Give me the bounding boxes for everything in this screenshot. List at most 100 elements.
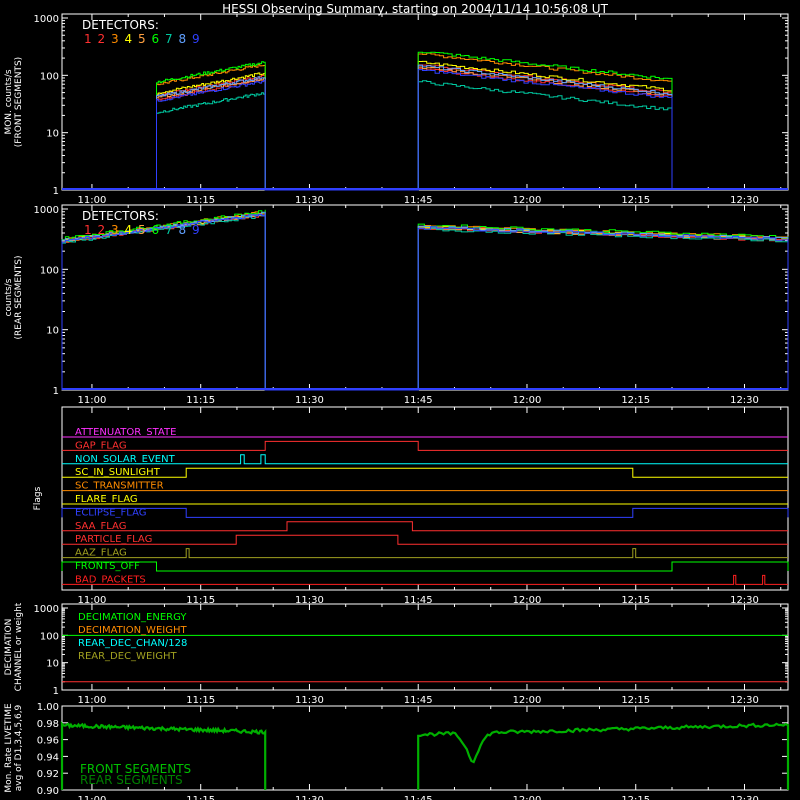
flag-fronts-off-line — [61, 561, 789, 572]
panel-4-ytick-label: 1.00 — [37, 702, 59, 713]
panel-4-ytick-label: 0.92 — [37, 769, 59, 780]
panel-0-legend-detector-3: 3 — [111, 32, 119, 46]
panel-0-legend-detector-9: 9 — [192, 32, 200, 46]
panel-0-xtick-label: 11:45 — [404, 195, 433, 206]
panel-1-legend-detector-6: 6 — [152, 223, 160, 237]
flag-eclipse-flag-line — [61, 507, 789, 518]
panel-1-legend-detector-4: 4 — [125, 223, 133, 237]
panel-1-xtick-label: 11:30 — [295, 395, 324, 406]
detector-4-series — [156, 60, 673, 191]
panel-4-xtick-label: 12:15 — [621, 795, 650, 800]
panel-1-legend-detector-2: 2 — [98, 223, 106, 237]
decimation-legend-3: REAR_DEC_WEIGHT — [78, 651, 177, 662]
flag-sc-in-sunlight-line — [62, 467, 788, 478]
panel-4-xtick-label: 12:00 — [513, 795, 542, 800]
panel-0-xtick-label: 12:00 — [513, 195, 542, 206]
panel-0-ytick-label: 100 — [40, 71, 59, 82]
panel-1-legend-detector-9: 9 — [192, 223, 200, 237]
flag-sc-transmitter-label: SC_TRANSMITTER — [75, 481, 164, 492]
panel-4-ylabel: avg of D1,3,4,5,6,9 — [14, 704, 24, 791]
panel-1-ytick-label: 10 — [46, 326, 59, 337]
panel-0-ylabel: (FRONT SEGMENTS) — [14, 57, 24, 147]
flag-saa-flag-line — [62, 521, 788, 532]
panel-4-ytick-label: 0.96 — [37, 736, 59, 747]
detector-2-series — [61, 215, 789, 391]
panel-4-xtick-label: 11:45 — [404, 795, 433, 800]
panel-3-ylabel: CHANNEL or weight — [14, 602, 24, 691]
panel-4-ytick-label: 0.90 — [37, 786, 59, 797]
panel-1-xtick-label: 11:00 — [78, 395, 107, 406]
panel-0-legend-detector-8: 8 — [179, 32, 187, 46]
panel-0-ytick-label: 1000 — [34, 14, 59, 25]
flag-attenuator-state-label: ATTENUATOR_STATE — [75, 427, 176, 438]
panel-3-ytick-label: 10 — [46, 659, 59, 670]
flag-non-solar-event-line — [62, 454, 788, 465]
panel-3-xtick-label: 11:00 — [78, 695, 107, 706]
livetime-segment-1 — [60, 720, 267, 790]
panel-3-xtick-label: 12:00 — [513, 695, 542, 706]
flag-particle-flag-label: PARTICLE_FLAG — [75, 534, 152, 545]
panel-0-legend-detector-6: 6 — [152, 32, 160, 46]
flag-fronts-off-label: FRONTS_OFF — [75, 561, 140, 572]
panel-4-xtick-label: 11:00 — [78, 795, 107, 800]
panel-0-xtick-label: 11:00 — [78, 195, 107, 206]
detector-9-series — [156, 69, 673, 191]
panel-1-legend-detector-3: 3 — [111, 223, 119, 237]
panel-4-ylabel: Mon. Rate LIVETIME — [4, 703, 14, 793]
panel-0-legend-detector-2: 2 — [98, 32, 106, 46]
panel-2-frame — [61, 406, 789, 591]
detector-1-series — [61, 212, 789, 391]
panel-4-xtick-label: 11:30 — [295, 795, 324, 800]
panel-3-xtick-label: 12:30 — [730, 695, 759, 706]
panel-0-legend-detector-1: 1 — [84, 32, 92, 46]
detector-8-series — [61, 211, 789, 391]
livetime-legend-0: FRONT SEGMENTS — [80, 762, 191, 776]
decimation-legend-1: DECIMATION_WEIGHT — [78, 625, 187, 636]
panel-0-xtick-label: 12:15 — [621, 195, 650, 206]
panel-2-ylabel: Flags — [33, 486, 43, 510]
decimation-legend-2: REAR_DEC_CHAN/128 — [78, 638, 187, 649]
panel-1-legend-detector-1: 1 — [84, 223, 92, 237]
detector-7-series — [156, 80, 673, 191]
panel-3-xtick-label: 12:15 — [621, 695, 650, 706]
decimation-legend-0: DECIMATION_ENERGY — [78, 612, 187, 623]
flag-bad-packets-label: BAD_PACKETS — [75, 574, 146, 585]
panel-1-xtick-label: 12:30 — [730, 395, 759, 406]
panel-0-ylabel: MON. counts/s — [4, 69, 14, 134]
panel-3-frame — [61, 603, 789, 691]
panel-0-xtick-label: 11:15 — [186, 195, 215, 206]
flag-aaz-flag-line — [62, 548, 788, 559]
panel-0-legend-detector-7: 7 — [165, 32, 173, 46]
panel-3-xtick-label: 11:30 — [295, 695, 324, 706]
panel-0-xtick-label: 12:30 — [730, 195, 759, 206]
panel-4-ytick-label: 0.98 — [37, 719, 59, 730]
flag-aaz-flag-label: AAZ_FLAG — [75, 548, 127, 559]
detector-7-series — [61, 214, 789, 391]
detector-9-series — [61, 212, 789, 391]
panel-1-legend-detector-8: 8 — [179, 223, 187, 237]
panel-3-ytick-label: 100 — [40, 631, 59, 642]
panel-1-xtick-label: 12:15 — [621, 395, 650, 406]
panel-1-ylabel: (REAR SEGMENTS) — [14, 255, 24, 339]
flag-bad-packets-line — [62, 574, 788, 585]
panel-4-ytick-label: 0.94 — [37, 752, 59, 763]
panel-4-xtick-label: 11:15 — [186, 795, 215, 800]
panel-0-ytick-label: 1 — [53, 186, 59, 197]
flag-particle-flag-line — [62, 534, 788, 545]
plot-layer: 11:00 11:15 11:30 11:45 12:00 12:15 12:3011010… — [4, 13, 790, 800]
panel-3-ylabel: DECIMATION — [4, 619, 14, 676]
panel-2-xtick-label: 12:15 — [621, 595, 650, 606]
panel-3-ytick-label: 1 — [53, 686, 59, 697]
detector-3-series — [156, 52, 673, 191]
panel-2-xtick-label: 11:30 — [295, 595, 324, 606]
panel-2-xtick-label: 11:00 — [78, 595, 107, 606]
panel-1-legend-title: DETECTORS: — [82, 209, 159, 223]
panel-1-ytick-label: 1000 — [34, 205, 59, 216]
livetime-legend-1: REAR SEGMENTS — [80, 773, 183, 787]
panel-3-ytick-label: 1000 — [34, 604, 59, 615]
panel-1-legend-detector-7: 7 — [165, 223, 173, 237]
livetime-segment-2 — [417, 722, 790, 790]
detector-3-series — [61, 211, 789, 391]
flag-gap-flag-label: GAP_FLAG — [75, 440, 127, 451]
panel-1-ytick-label: 100 — [40, 265, 59, 276]
